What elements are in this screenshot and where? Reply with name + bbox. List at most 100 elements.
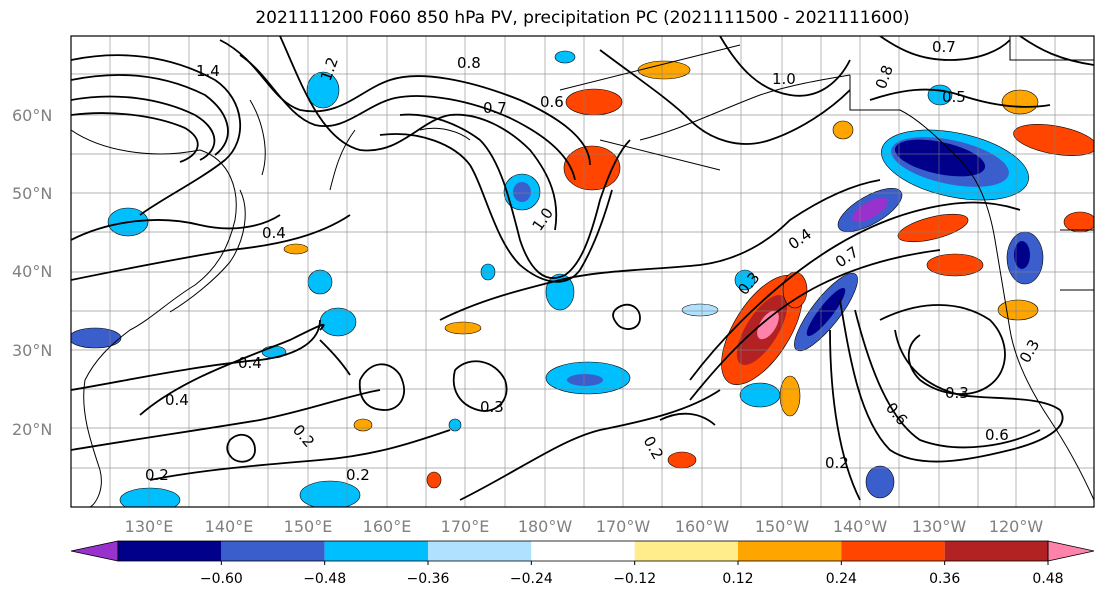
contour-label: 0.6 (882, 399, 911, 429)
longitude-label: 120°W (989, 517, 1044, 536)
negative-anomaly-patch (513, 182, 531, 202)
colorbar-segment (738, 541, 842, 561)
negative-anomaly-patch (806, 287, 846, 337)
positive-anomaly-patch (444, 321, 482, 335)
colorbar-tick-label: 0.48 (1032, 571, 1063, 587)
positive-anomaly-patch (926, 253, 984, 277)
longitude-label: 150°W (755, 517, 810, 536)
colorbar-segment (428, 541, 532, 561)
negative-anomaly-patch (306, 71, 340, 109)
colorbar-tick-label: −0.36 (407, 571, 450, 587)
positive-anomaly-patch (353, 418, 373, 432)
negative-anomaly-patch (71, 327, 122, 349)
positive-anomaly-patch (757, 310, 779, 340)
longitude-label: 130°E (125, 517, 174, 536)
colorbar-segment (944, 541, 1048, 561)
colorbar-segment (221, 541, 325, 561)
positive-anomaly-patch (565, 88, 623, 116)
positive-anomaly-patch (782, 271, 808, 309)
negative-anomaly-patch (739, 382, 781, 408)
longitude-label: 160°W (675, 517, 730, 536)
colorbar-tick-label: −0.60 (200, 571, 243, 587)
contour-label: 0.2 (145, 466, 169, 484)
contour-label: 0.4 (165, 391, 189, 409)
colorbar-tick-label: −0.12 (613, 571, 656, 587)
latitude-label: 60°N (12, 106, 52, 125)
contour-label: 0.7 (832, 243, 862, 271)
negative-anomaly-patch (319, 307, 357, 337)
positive-anomaly-patch (897, 213, 969, 243)
negative-anomaly-patch (119, 487, 181, 507)
colorbar-segment (634, 541, 738, 561)
positive-anomaly-patch (779, 375, 801, 417)
positive-anomaly-patch (832, 120, 854, 140)
latitude-label: 20°N (12, 420, 52, 439)
contour-label: 0.2 (289, 421, 318, 451)
contour-label: 0.3 (1016, 336, 1044, 366)
latitude-labels: 60°N 50°N 40°N 30°N 20°N (12, 106, 52, 439)
colorbar-segment (324, 541, 428, 561)
colorbar-tick-label: −0.24 (510, 571, 553, 587)
map-frame (70, 35, 1095, 508)
negative-anomaly-patch (681, 303, 719, 317)
contour-label: 0.2 (825, 454, 849, 472)
contour-label: 0.7 (483, 99, 507, 117)
contour-label: 0.4 (785, 225, 815, 253)
contour-label: 0.2 (640, 433, 668, 463)
colorbar-segment (841, 541, 945, 561)
longitude-label: 180°W (518, 517, 573, 536)
longitude-label: 140°E (205, 517, 254, 536)
contour-label: 0.3 (480, 398, 504, 416)
positive-anomaly-patch (1001, 89, 1039, 115)
colorbar-tick-label: 0.36 (929, 571, 960, 587)
colorbar-tick-label: −0.48 (303, 571, 346, 587)
graticule (70, 35, 1095, 508)
coastlines (71, 36, 1094, 507)
contour-label: 1.0 (772, 70, 796, 88)
contour-label: 1.0 (529, 204, 557, 234)
positive-anomaly-patch (1063, 211, 1094, 233)
negative-anomaly-patch (865, 465, 895, 499)
latitude-label: 40°N (12, 262, 52, 281)
positive-anomaly-patch (283, 243, 309, 255)
longitude-label: 140°W (833, 517, 888, 536)
colorbar: −0.60 −0.48 −0.36 −0.24 −0.12 0.12 0.24 0.36 0.4… (70, 540, 1095, 587)
contour-label: 0.2 (346, 466, 370, 484)
positive-anomaly-patch (997, 299, 1039, 321)
colorbar-segment (118, 541, 222, 561)
positive-anomaly-patch (563, 145, 621, 191)
pv-contours (71, 36, 1094, 501)
positive-anomaly-patch (426, 471, 442, 489)
negative-anomaly-patch (567, 374, 603, 386)
colorbar-extend-max (1047, 540, 1095, 562)
negative-anomaly-patch (1014, 241, 1030, 269)
contour-label: 1.4 (196, 62, 220, 80)
negative-anomaly-patch (448, 418, 462, 432)
longitude-label: 130°W (912, 517, 967, 536)
longitude-label: 170°W (596, 517, 651, 536)
colorbar-outline (117, 540, 1049, 562)
negative-anomaly-patch (307, 269, 333, 295)
contour-label: 0.8 (457, 54, 481, 72)
negative-anomaly-patch (299, 480, 361, 507)
negative-anomaly-patch (554, 50, 576, 64)
longitude-label: 150°E (284, 517, 333, 536)
longitude-label: 160°E (363, 517, 412, 536)
colorbar-extend-min (70, 540, 119, 562)
colorbar-segment (531, 541, 635, 561)
positive-anomaly-patch (667, 451, 697, 469)
colorbar-tick-label: 0.12 (722, 571, 753, 587)
contour-label: 0.4 (262, 224, 286, 242)
latitude-label: 50°N (12, 184, 52, 203)
longitude-labels: 130°E 140°E 150°E 160°E 170°E 180°W 170°… (125, 517, 1044, 536)
negative-anomaly-patch (545, 273, 575, 311)
negative-anomaly-patch (734, 269, 756, 291)
contour-label: 0.3 (945, 384, 969, 402)
negative-anomaly-patch (852, 197, 888, 223)
contour-label: 0.4 (238, 354, 262, 372)
map-title: 2021111200 F060 850 hPa PV, precipitatio… (255, 8, 910, 28)
contour-label: 0.6 (540, 93, 564, 111)
latitude-label: 30°N (12, 341, 52, 360)
contour-label: 0.8 (872, 63, 897, 92)
